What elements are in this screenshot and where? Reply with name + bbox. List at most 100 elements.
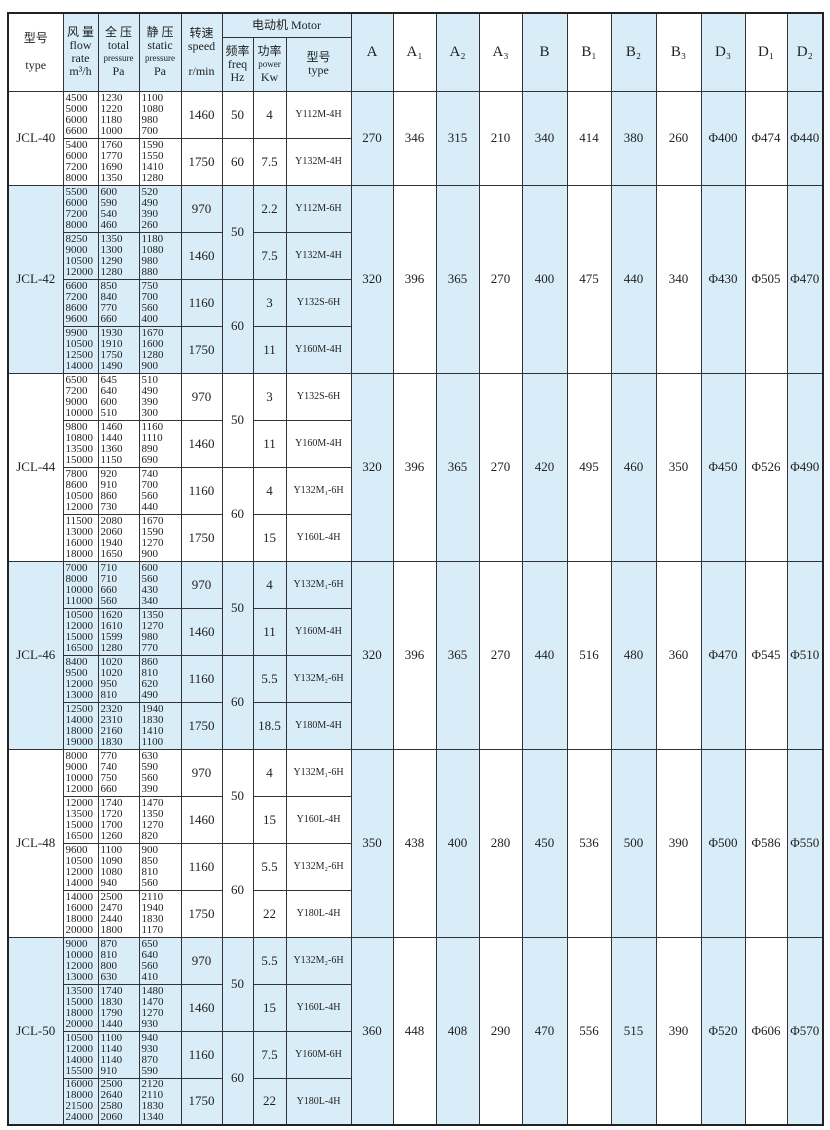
total-value: 1080: [100, 865, 123, 878]
total-value: 1280: [100, 265, 123, 278]
static-value: 1670: [141, 326, 164, 339]
speed-cell: 1460: [180, 231, 223, 280]
motor-cell: Y132S-6H: [285, 278, 352, 327]
total-cell: 870 810 800 630: [97, 936, 140, 985]
header-cell: 型号 type: [7, 12, 64, 92]
static-value: 640: [141, 948, 159, 961]
dim-header: D₂: [786, 12, 824, 92]
total-value: 2500: [100, 1078, 123, 1091]
dim-cell: Φ586: [744, 748, 788, 938]
flow-value: 15500: [65, 1064, 94, 1077]
total-value: 1360: [100, 442, 123, 455]
flow-cell: 11500 13000 16000 18000: [62, 513, 99, 562]
header-text: freq: [227, 56, 248, 71]
dim-cell: Φ474: [744, 90, 788, 186]
dim-cell: 396: [392, 560, 437, 750]
header-cell: 功率 power Kw: [252, 36, 287, 92]
flow-value: 12500: [65, 348, 94, 361]
flow-value: 9900: [65, 326, 88, 339]
freq-cell: 60: [221, 842, 254, 938]
dim-cell: Φ520: [700, 936, 746, 1126]
freq-cell: 50: [221, 748, 254, 844]
dim-cell: 346: [392, 90, 437, 186]
static-cell: 600 560 430 340: [138, 560, 182, 609]
speed-cell: 1750: [180, 889, 223, 938]
group-row: 8250 9000 10500 12000 1350 1300 1290 1280 1180 10…: [8, 231, 823, 280]
total-value: 540: [100, 207, 118, 220]
header-text: 静 压: [146, 25, 174, 40]
dim-cell: 380: [610, 90, 657, 186]
flow-cell: 6500 7200 9000 10000: [62, 372, 99, 421]
power-cell: 7.5: [252, 137, 287, 186]
dim-header: B₃: [655, 12, 702, 92]
static-value: 700: [141, 290, 159, 303]
flow-value: 19000: [65, 735, 94, 748]
total-value: 2310: [100, 713, 123, 726]
static-value: 1830: [141, 1100, 164, 1113]
static-value: 1270: [141, 1006, 164, 1019]
static-value: 1830: [141, 713, 164, 726]
power-cell: 18.5: [252, 701, 287, 750]
flow-value: 8000: [65, 572, 88, 585]
flow-value: 10000: [65, 948, 94, 961]
static-value: 490: [141, 384, 159, 397]
static-value: 930: [141, 1042, 159, 1055]
total-value: 1140: [100, 1053, 123, 1066]
static-value: 390: [141, 395, 159, 408]
flow-value: 18000: [65, 1089, 94, 1102]
total-value: 640: [100, 384, 118, 397]
flow-value: 8600: [65, 478, 88, 491]
dim-cell: 536: [566, 748, 612, 938]
flow-value: 13500: [65, 984, 94, 997]
static-value: 390: [141, 207, 159, 220]
flow-value: 5500: [65, 185, 88, 198]
total-value: 1720: [100, 807, 123, 820]
total-value: 1220: [100, 102, 123, 115]
flow-cell: 5400 6000 7200 8000: [62, 137, 99, 186]
flow-cell: 13500 15000 18000 20000: [62, 983, 99, 1032]
header-text: Pa: [154, 64, 166, 79]
total-value: 660: [100, 782, 118, 795]
dim-cell: 515: [610, 936, 657, 1126]
speed-cell: 1160: [180, 466, 223, 515]
flow-value: 8250: [65, 232, 88, 245]
power-cell: 22: [252, 889, 287, 938]
total-value: 1180: [100, 113, 123, 126]
header-text: r/min: [188, 63, 215, 78]
dim-cell: Φ490: [786, 372, 824, 562]
flow-value: 16500: [65, 829, 94, 842]
power-cell: 4: [252, 748, 287, 797]
total-value: 1740: [100, 796, 123, 809]
flow-cell: 14000 16000 18000 20000: [62, 889, 99, 938]
header-cell: 型号 type: [285, 36, 352, 92]
dim-header: D₁: [744, 12, 788, 92]
group-row: JCL-48 8000 9000 10000 12000 770 740 750 660 630 5…: [7, 748, 824, 938]
motor-cell: Y112M-6H: [285, 184, 352, 233]
power-cell: 5.5: [252, 842, 287, 891]
motor-cell: Y180M-4H: [285, 701, 352, 750]
static-value: 620: [141, 677, 159, 690]
flow-value: 7800: [65, 467, 88, 480]
group-row: JCL-50 9000 10000 12000 13000 870 810 800 630 650…: [7, 936, 824, 1126]
dim-cell: 420: [521, 372, 568, 562]
static-value: 410: [141, 970, 159, 983]
dim-header: B: [521, 12, 568, 92]
static-value: 740: [141, 467, 159, 480]
total-value: 2640: [100, 1089, 123, 1102]
flow-value: 10800: [65, 431, 94, 444]
motor-cell: Y132M₂-6H: [285, 936, 352, 985]
static-value: 1110: [141, 431, 163, 444]
group-row: 8400 9500 12000 13000 1020 1020 950 810 860 810 62…: [8, 654, 823, 750]
flow-value: 6000: [65, 196, 88, 209]
dim-cell: 365: [435, 372, 480, 562]
total-value: 1290: [100, 254, 123, 267]
total-value: 2060: [100, 1111, 123, 1124]
flow-cell: 9800 10800 13500 15000: [62, 419, 99, 468]
static-cell: 1350 1270 980 770: [138, 607, 182, 656]
dim-cell: 500: [610, 748, 657, 938]
dim-cell: 516: [566, 560, 612, 750]
header-cell: 静 压 static pressure Pa: [138, 12, 182, 92]
static-value: 980: [141, 630, 159, 643]
total-value: 1020: [100, 655, 123, 668]
freq-cell: 50: [221, 184, 254, 280]
